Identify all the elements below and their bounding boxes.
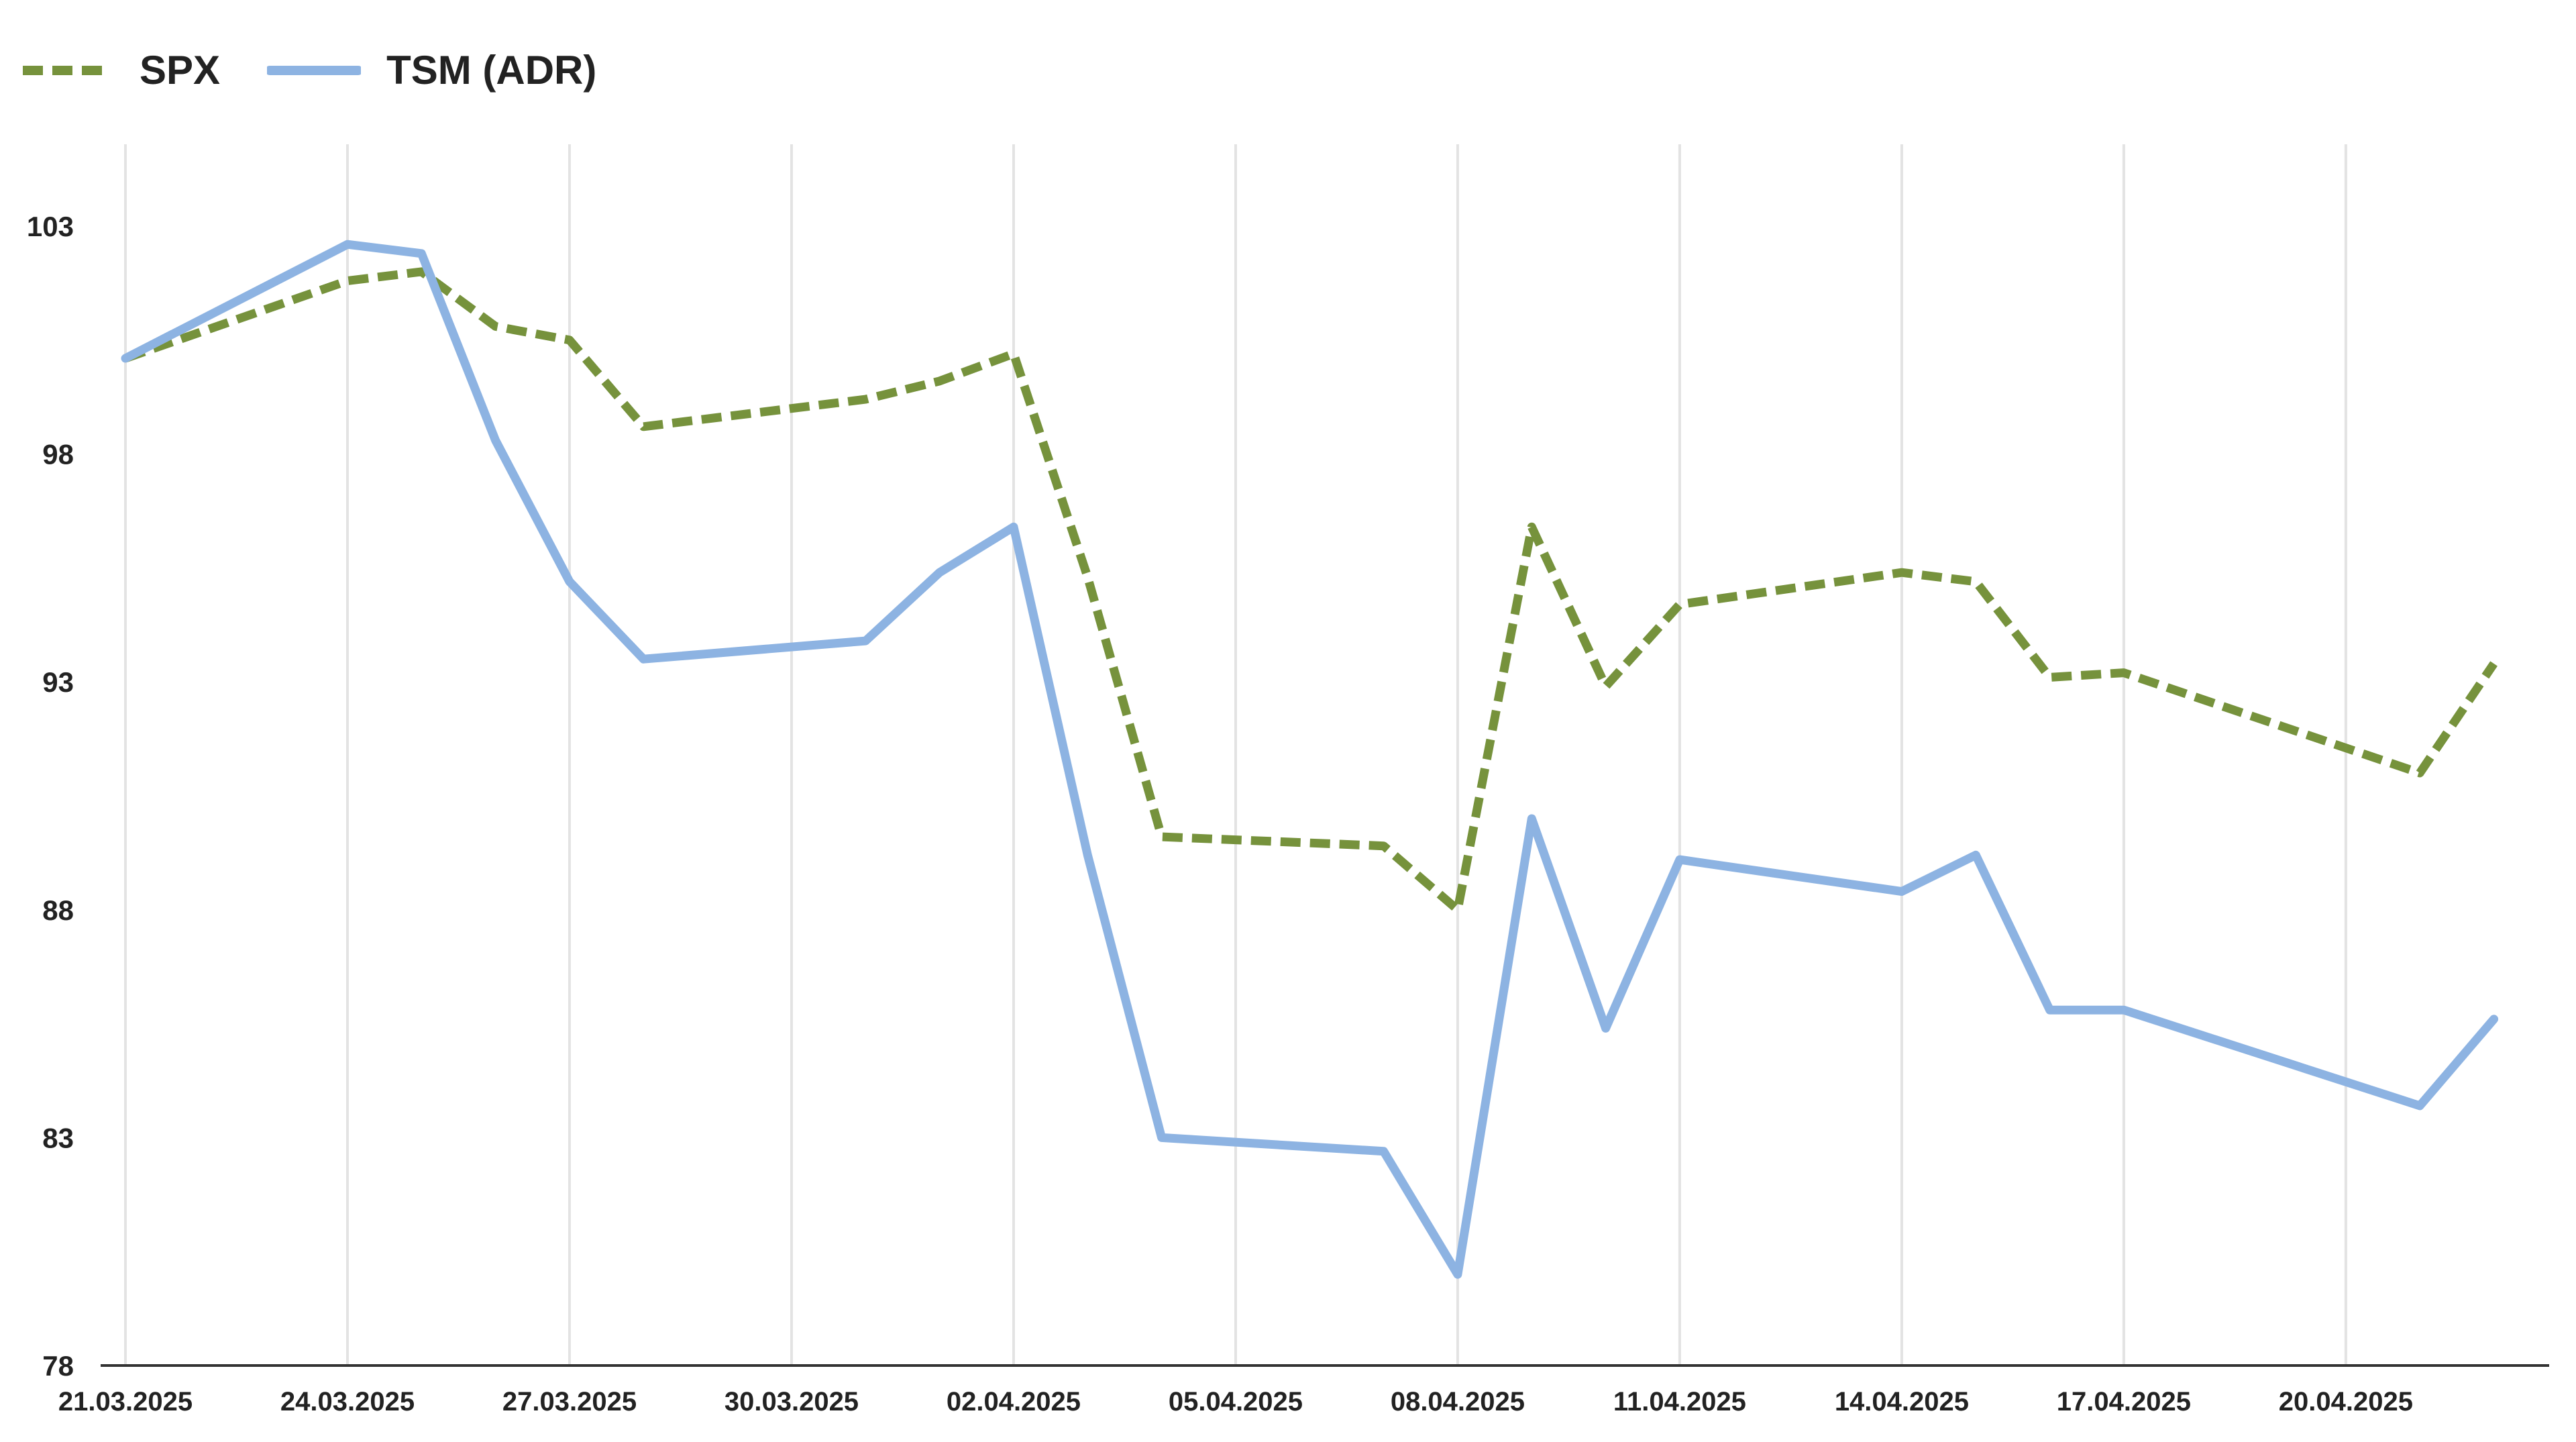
x-tick-label: 17.04.2025: [2057, 1387, 2191, 1417]
x-tick-label: 05.04.2025: [1169, 1387, 1303, 1417]
axes: 21.03.2025 24.03.2025 27.03.2025 30.03.2025…: [27, 211, 2549, 1417]
legend-label-spx: SPX: [140, 48, 221, 93]
legend-swatch-tsm: [267, 65, 362, 75]
legend-item-spx: SPX: [20, 47, 220, 93]
x-tick-label: 30.03.2025: [724, 1387, 859, 1417]
series-line-tsm-adr: [121, 240, 2499, 1279]
series-lines: [121, 240, 2499, 1279]
x-tick-label: 08.04.2025: [1391, 1387, 1525, 1417]
x-tick-label: 14.04.2025: [1835, 1387, 1969, 1417]
y-tick-label: 88: [42, 894, 74, 926]
y-tick-label: 98: [42, 439, 74, 470]
y-tick-label: 78: [42, 1350, 74, 1382]
x-tick-label: 11.04.2025: [1613, 1387, 1746, 1417]
legend-swatch-spx: [23, 65, 111, 75]
y-tick-label: 93: [42, 666, 74, 698]
series-line-spx: [123, 267, 2498, 915]
gridlines: [124, 144, 2347, 1366]
y-tick-label: 103: [27, 211, 74, 242]
x-tick-label: 21.03.2025: [58, 1387, 193, 1417]
legend-label-tsm: TSM (ADR): [386, 48, 597, 93]
x-tick-label: 27.03.2025: [502, 1387, 637, 1417]
legend: SPX TSM (ADR): [20, 47, 643, 93]
x-tick-label: 20.04.2025: [2279, 1387, 2413, 1417]
y-tick-label: 83: [42, 1122, 74, 1153]
legend-item-tsm: TSM (ADR): [267, 47, 596, 93]
x-tick-label: 02.04.2025: [947, 1387, 1081, 1417]
x-tick-label: 24.03.2025: [280, 1387, 415, 1417]
